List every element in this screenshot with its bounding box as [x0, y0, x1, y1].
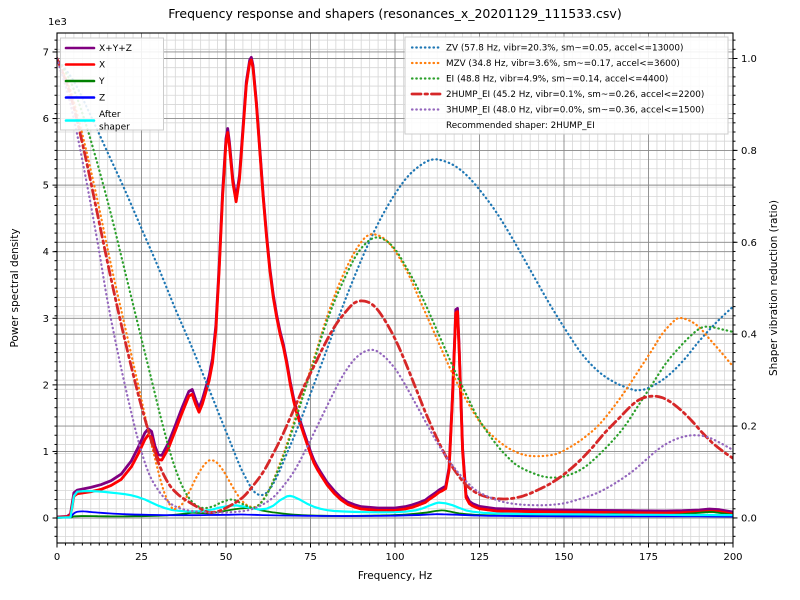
y-left-tick-label: 6 [43, 114, 49, 125]
x-tick-label: 150 [554, 552, 573, 563]
y-right-tick-label: 0.8 [741, 146, 757, 157]
legend-label: Recommended shaper: 2HUMP_EI [446, 121, 595, 131]
y-left-tick-label: 2 [43, 380, 49, 391]
x-tick-label: 200 [723, 552, 742, 563]
legend-right-box [404, 36, 729, 135]
series-z-line [57, 510, 733, 519]
x-axis-label: Frequency, Hz [357, 570, 433, 582]
y-axis-left-label: Power spectral density [9, 228, 21, 348]
x-tick-label: 50 [220, 552, 233, 563]
tick-labels: 0 25 50 75 100 125 150 175 200 0 1 2 3 4 5 6 7 0.0 0.2 0.4 0… [43, 47, 757, 563]
series-ei-line [57, 57, 733, 510]
series-zv-line [57, 57, 733, 497]
legend-label: 2HUMP_EI (45.2 Hz, vibr=0.1%, sm~=0.26, … [446, 90, 704, 100]
legend-left-box [60, 37, 164, 131]
legend-label: ZV (57.8 Hz, vibr=20.3%, sm~=0.05, accel… [446, 44, 683, 54]
series-3hump-ei-line [57, 57, 733, 514]
legend-label: X+Y+Z [99, 44, 132, 54]
y-left-tick-label: 7 [43, 47, 49, 58]
legend-label: Z [99, 94, 105, 104]
x-tick-label: 25 [135, 552, 148, 563]
legend-label: After [99, 110, 121, 120]
legend-label: Y [98, 77, 105, 87]
legend-label: 3HUMP_EI (48.0 Hz, vibr=0.0%, sm~=0.36, … [446, 106, 704, 116]
y-left-tick-label: 5 [43, 181, 49, 192]
y-right-tick-label: 1.0 [741, 54, 757, 65]
chart-title: Frequency response and shapers (resonanc… [168, 6, 622, 21]
y-left-tick-label: 4 [43, 247, 49, 258]
legend-label: EI (48.8 Hz, vibr=4.9%, sm~=0.14, accel<… [446, 75, 668, 85]
tick-marks [52, 39, 738, 548]
y-axis-right-label: Shaper vibration reduction (ratio) [768, 199, 780, 377]
y-right-tick-label: 0.0 [741, 513, 757, 524]
grid-major [56, 33, 734, 543]
x-tick-label: 175 [639, 552, 658, 563]
legend-label: shaper [99, 123, 130, 133]
x-tick-label: 75 [304, 552, 317, 563]
x-tick-label: 125 [470, 552, 489, 563]
y-left-tick-label: 1 [43, 447, 49, 458]
y-right-tick-label: 0.6 [741, 238, 757, 249]
y-right-tick-label: 0.2 [741, 422, 757, 433]
y-right-tick-label: 0.4 [741, 330, 757, 341]
y-left-tick-label: 0 [43, 514, 49, 525]
x-tick-label: 100 [385, 552, 404, 563]
series-mzv-line [57, 57, 733, 511]
legend-label: X [99, 61, 105, 71]
y-left-tick-label: 3 [43, 314, 49, 325]
y-axis-offset-text: 1e3 [48, 17, 67, 28]
series-after-shaper-line [57, 490, 733, 519]
x-tick-label: 0 [54, 552, 60, 563]
series-group [57, 55, 733, 519]
legend-left: X+Y+Z XYZ After shaper [60, 37, 164, 133]
legend-right: ZV (57.8 Hz, vibr=20.3%, sm~=0.05, accel… [404, 36, 729, 135]
series-x-line [57, 58, 733, 519]
series-2hump-ei-line [57, 57, 733, 514]
legend-label: MZV (34.8 Hz, vibr=3.6%, sm~=0.17, accel… [446, 59, 680, 69]
